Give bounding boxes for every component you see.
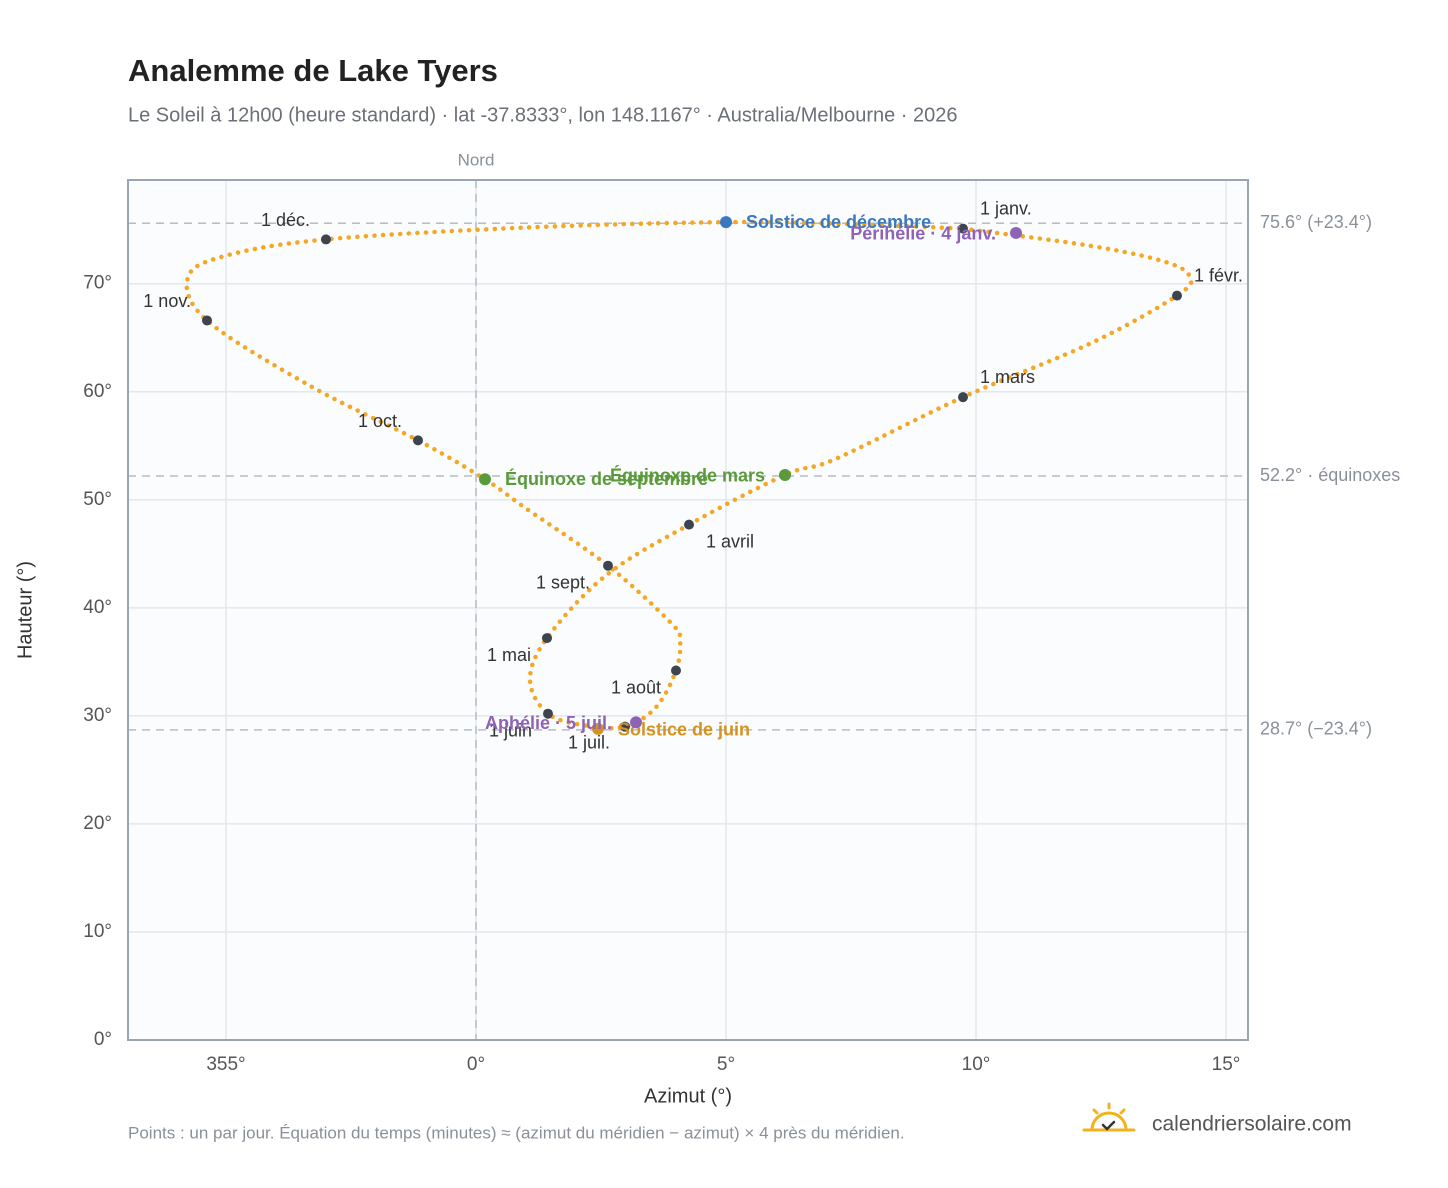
reference-label: 52.2° · équinoxes — [1260, 465, 1400, 485]
footnote: Points : un par jour. Équation du temps … — [128, 1123, 905, 1142]
x-axis-label: Azimut (°) — [644, 1085, 732, 1107]
event-label: Périhélie · 4 janv. — [850, 224, 996, 244]
month-label: 1 févr. — [1194, 265, 1243, 285]
event-label: Équinoxe de mars — [610, 465, 765, 486]
y-tick-label: 0° — [94, 1029, 112, 1050]
event-point — [1010, 226, 1022, 239]
month-label: 1 nov. — [143, 291, 191, 311]
month-point — [413, 435, 423, 446]
month-point — [671, 665, 681, 676]
month-label: 1 mars — [980, 367, 1035, 387]
event-label: Solstice de juin — [618, 720, 750, 740]
month-label: 1 juin — [489, 720, 532, 740]
month-point — [603, 560, 613, 571]
event-point — [630, 716, 642, 729]
chart-subtitle: Le Soleil à 12h00 (heure standard) · lat… — [128, 104, 958, 126]
y-tick-label: 20° — [83, 813, 112, 834]
y-tick-label: 70° — [83, 273, 112, 294]
x-tick-label: 355° — [206, 1054, 245, 1075]
event-label: Solstice de décembre — [746, 212, 931, 232]
y-axis-label: Hauteur (°) — [14, 561, 36, 659]
month-label: 1 mai — [487, 645, 531, 665]
x-tick-label: 5° — [717, 1054, 735, 1075]
y-tick-label: 40° — [83, 597, 112, 618]
month-label: 1 août — [611, 677, 661, 697]
plot-border — [127, 179, 1249, 1041]
event-point — [779, 468, 791, 481]
month-label: 1 déc. — [261, 210, 310, 230]
month-label: 1 avril — [706, 531, 754, 551]
month-label: 1 sept. — [536, 572, 590, 592]
month-point — [543, 708, 553, 719]
x-tick-label: 0° — [467, 1054, 485, 1075]
event-label: Aphélie · 5 juil. — [485, 713, 612, 733]
y-tick-label: 30° — [83, 705, 112, 726]
month-point — [684, 519, 694, 530]
brand: calendriersolaire.com — [1152, 1113, 1352, 1136]
brand-logo — [1082, 1102, 1136, 1132]
month-point — [620, 721, 630, 732]
x-tick-label: 15° — [1212, 1054, 1241, 1075]
chart-title: Analemme de Lake Tyers — [128, 53, 498, 88]
reference-label: 75.6° (+23.4°) — [1260, 212, 1372, 232]
month-label: 1 juil. — [568, 732, 610, 752]
month-point — [202, 315, 212, 326]
y-tick-label: 10° — [83, 921, 112, 942]
y-tick-label: 60° — [83, 381, 112, 402]
month-label: 1 oct. — [358, 411, 402, 431]
month-label: 1 janv. — [980, 198, 1032, 218]
month-point — [1172, 290, 1182, 301]
event-label: Équinoxe de septembre — [505, 468, 708, 489]
meridian-label: Nord — [458, 150, 495, 169]
event-point — [592, 722, 604, 735]
month-point — [958, 223, 968, 234]
event-point — [479, 473, 491, 486]
event-point — [720, 216, 732, 229]
month-point — [321, 234, 331, 245]
y-tick-label: 50° — [83, 489, 112, 510]
plot-area — [128, 180, 1248, 1040]
x-tick-label: 10° — [962, 1054, 991, 1075]
month-point — [958, 392, 968, 403]
month-point — [542, 633, 552, 644]
reference-label: 28.7° (−23.4°) — [1260, 719, 1372, 739]
